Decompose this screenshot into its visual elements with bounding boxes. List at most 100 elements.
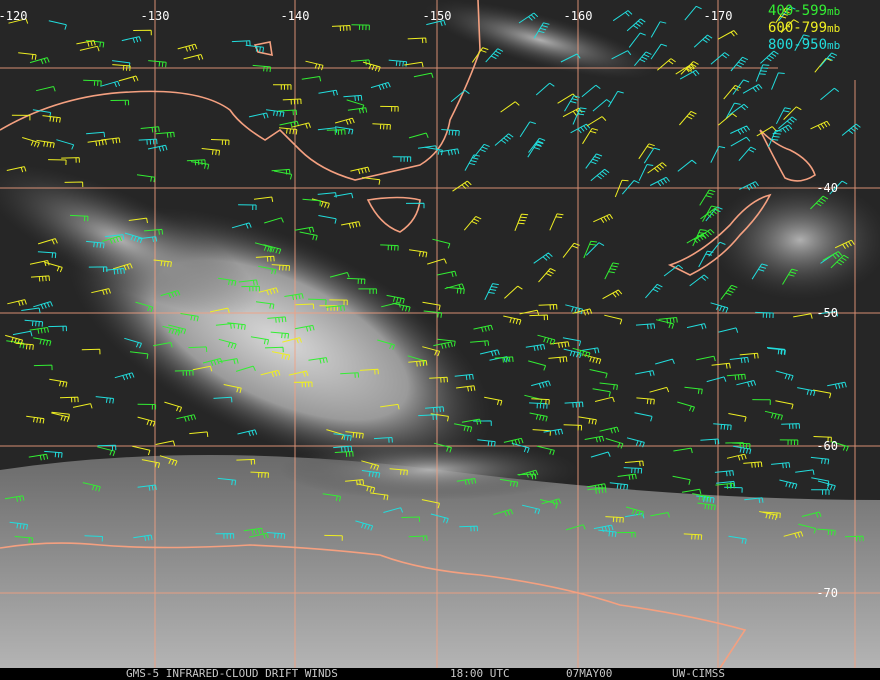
wind-barb <box>582 128 599 145</box>
wind-barb <box>714 470 734 477</box>
wind-barb <box>739 181 759 191</box>
wind-barb <box>686 233 707 244</box>
wind-barb <box>392 302 411 313</box>
wind-barb <box>780 19 799 33</box>
wind-barb <box>44 450 63 458</box>
wind-barb <box>383 507 404 513</box>
wind-barb <box>282 98 302 105</box>
wind-barb <box>710 146 726 163</box>
wind-barb <box>407 37 427 44</box>
wind-barb <box>454 423 473 433</box>
wind-barb <box>529 412 548 422</box>
wind-barb <box>72 403 93 409</box>
wind-barb <box>373 437 393 443</box>
wind-barb <box>135 301 154 313</box>
wind-barb <box>728 413 747 422</box>
wind-barb <box>759 511 778 521</box>
wind-barb <box>693 34 713 48</box>
wind-barb <box>389 468 408 476</box>
wind-barb <box>585 153 603 169</box>
latitude-label: -50 <box>816 306 838 320</box>
wind-barb <box>562 337 582 347</box>
wind-barb <box>494 356 514 363</box>
wind-barb <box>781 423 800 430</box>
wind-barb <box>137 416 156 427</box>
wind-barb <box>227 322 246 330</box>
wind-barb <box>592 99 612 112</box>
wind-barb <box>699 189 716 206</box>
wind-barb <box>441 129 460 136</box>
wind-barb <box>12 330 33 337</box>
wind-barb <box>504 285 523 299</box>
wind-barb <box>433 442 452 453</box>
wind-barb <box>594 396 615 403</box>
wind-barb <box>764 410 783 421</box>
wind-barb <box>711 362 731 369</box>
wind-barb <box>112 60 131 68</box>
coastline-australia <box>0 0 481 181</box>
wind-barb <box>798 523 817 534</box>
wind-barb <box>82 482 101 492</box>
latitude-label: -40 <box>816 181 838 195</box>
wind-barb <box>137 236 158 242</box>
wind-barb <box>732 445 752 455</box>
wind-barb <box>636 397 655 405</box>
wind-barb <box>485 48 504 63</box>
wind-barb <box>4 495 25 502</box>
wind-barb <box>605 516 624 523</box>
wind-barb <box>329 272 350 278</box>
wind-barb <box>718 113 738 126</box>
wind-barb <box>110 99 130 106</box>
wind-barb <box>464 154 481 171</box>
wind-barb <box>679 110 697 126</box>
wind-barb <box>702 205 718 222</box>
wind-barb <box>677 401 695 412</box>
wind-barb <box>608 90 624 108</box>
wind-barb <box>565 304 584 315</box>
longitude-label: -150 <box>423 9 452 23</box>
wind-barb <box>291 122 311 129</box>
wind-barb <box>598 529 617 538</box>
wind-barb <box>8 18 29 24</box>
wind-barb <box>696 355 716 362</box>
wind-barb <box>817 528 836 536</box>
wind-barb <box>602 289 623 300</box>
wind-barb <box>14 536 34 544</box>
wind-barb <box>675 64 696 75</box>
wind-barb <box>563 348 582 359</box>
wind-barb <box>590 451 611 458</box>
wind-barb <box>404 61 424 68</box>
wind-barb <box>341 221 361 229</box>
wind-barb <box>528 360 547 371</box>
wind-barb <box>680 61 699 75</box>
wind-barb <box>202 358 223 366</box>
legend-unit: mb <box>827 39 840 52</box>
wind-barb <box>829 180 848 195</box>
wind-barb <box>700 207 720 220</box>
wind-barb <box>201 148 221 156</box>
wind-barb <box>801 511 822 518</box>
wind-barb <box>192 365 213 372</box>
legend-label: 600-799 <box>768 20 827 36</box>
wind-barb <box>731 442 751 449</box>
wind-barb <box>159 455 178 466</box>
wind-barb <box>56 139 75 150</box>
legend-label: 400-599 <box>768 3 827 19</box>
wind-barb <box>604 262 620 280</box>
wind-barb <box>295 324 315 332</box>
wind-barb <box>560 53 581 63</box>
wind-barb <box>29 327 49 334</box>
wind-barb <box>333 433 352 441</box>
wind-barb <box>783 106 802 120</box>
wind-barb <box>643 147 661 164</box>
wind-barb <box>329 299 348 306</box>
wind-barb <box>380 244 399 251</box>
wind-barb <box>427 258 447 265</box>
wind-barb <box>538 304 558 310</box>
wind-barb <box>658 317 678 324</box>
wind-barb <box>95 396 115 404</box>
wind-barb <box>69 214 89 222</box>
wind-barb <box>241 285 260 292</box>
wind-barb <box>605 438 624 449</box>
wind-barb <box>647 162 667 174</box>
